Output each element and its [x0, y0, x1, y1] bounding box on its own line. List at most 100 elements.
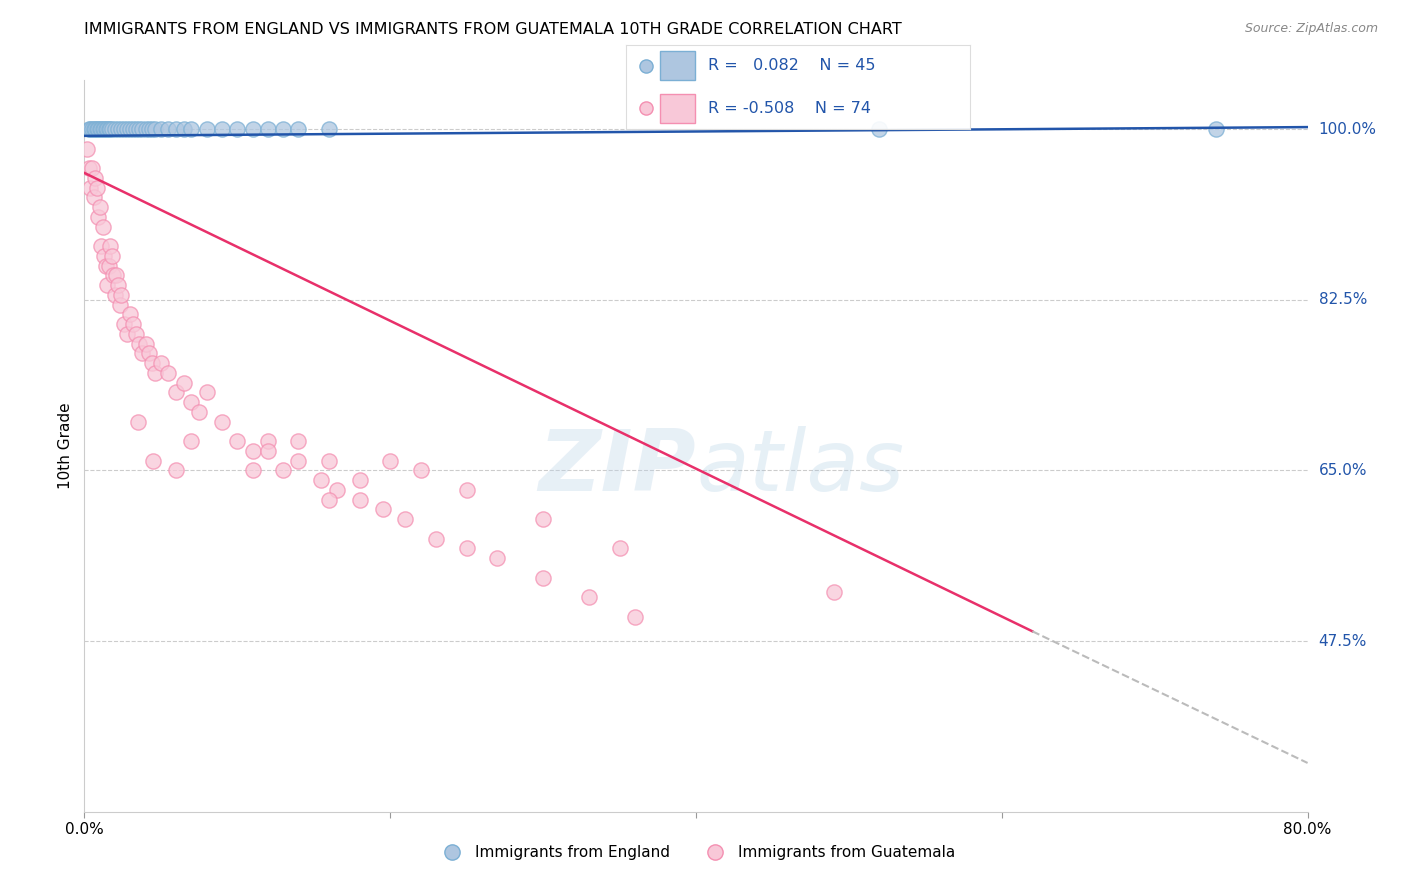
Legend: Immigrants from England, Immigrants from Guatemala: Immigrants from England, Immigrants from… — [430, 839, 962, 866]
Point — [165, 385, 187, 400]
Point — [120, 307, 142, 321]
Point — [195, 385, 218, 400]
Text: ZIP: ZIP — [538, 426, 696, 509]
Point — [138, 122, 160, 136]
Point — [531, 512, 554, 526]
Point — [823, 585, 845, 599]
Text: atlas: atlas — [696, 426, 904, 509]
Point — [87, 122, 110, 136]
Point — [869, 122, 891, 136]
Point — [84, 122, 107, 136]
Point — [242, 122, 264, 136]
Point — [271, 122, 294, 136]
Point — [105, 268, 128, 283]
Point — [110, 288, 132, 302]
Point — [128, 122, 150, 136]
Point — [349, 492, 371, 507]
Point — [101, 249, 124, 263]
Point — [84, 170, 107, 185]
Point — [104, 288, 127, 302]
Point — [115, 326, 138, 341]
Point — [211, 122, 233, 136]
Point — [311, 473, 333, 487]
Point — [149, 356, 172, 370]
Point — [271, 463, 294, 477]
Point — [257, 443, 280, 458]
Point — [97, 122, 120, 136]
Point — [93, 122, 115, 136]
Point — [180, 395, 202, 409]
Point — [131, 346, 153, 360]
Point — [79, 180, 101, 194]
Point — [142, 453, 165, 467]
Point — [122, 317, 145, 331]
Point — [287, 122, 309, 136]
Point — [86, 122, 108, 136]
Point — [90, 122, 112, 136]
Point — [226, 122, 249, 136]
Point — [83, 122, 105, 136]
Point — [77, 161, 100, 175]
Point — [98, 239, 121, 253]
Point — [101, 122, 124, 136]
Point — [371, 502, 394, 516]
Point — [165, 463, 187, 477]
FancyBboxPatch shape — [661, 52, 695, 80]
Point — [624, 609, 647, 624]
Point — [80, 161, 103, 175]
Point — [195, 122, 218, 136]
Point — [318, 453, 340, 467]
Point — [107, 122, 129, 136]
Point — [80, 122, 103, 136]
Point — [180, 434, 202, 449]
Point — [425, 532, 447, 546]
Point — [97, 259, 120, 273]
Point — [149, 122, 172, 136]
Point — [157, 122, 180, 136]
Point — [409, 463, 432, 477]
FancyBboxPatch shape — [661, 94, 695, 122]
Point — [91, 122, 114, 136]
Point — [135, 336, 157, 351]
Point — [112, 317, 135, 331]
Point — [94, 122, 117, 136]
Point — [180, 122, 202, 136]
Point — [93, 249, 115, 263]
Point — [127, 415, 149, 429]
Point — [122, 122, 145, 136]
Point — [242, 463, 264, 477]
Point — [135, 122, 157, 136]
Text: 100.0%: 100.0% — [1319, 121, 1376, 136]
Point — [531, 571, 554, 585]
Point — [125, 122, 148, 136]
Point — [318, 492, 340, 507]
Point — [141, 356, 163, 370]
Point — [115, 122, 138, 136]
Point — [96, 122, 118, 136]
Point — [1205, 122, 1227, 136]
Point — [112, 122, 135, 136]
Text: R =   0.082    N = 45: R = 0.082 N = 45 — [709, 58, 876, 73]
Point — [107, 278, 129, 293]
Text: Source: ZipAtlas.com: Source: ZipAtlas.com — [1244, 22, 1378, 36]
Point — [138, 346, 160, 360]
Point — [98, 122, 121, 136]
Point — [86, 180, 108, 194]
Text: R = -0.508    N = 74: R = -0.508 N = 74 — [709, 101, 872, 116]
Point — [380, 453, 402, 467]
Point — [257, 434, 280, 449]
Point — [110, 122, 132, 136]
Point — [96, 278, 118, 293]
Point — [456, 541, 478, 556]
Point — [90, 239, 112, 253]
Point — [104, 122, 127, 136]
Point — [87, 210, 110, 224]
Point — [325, 483, 347, 497]
Text: 47.5%: 47.5% — [1319, 633, 1367, 648]
Point — [287, 453, 309, 467]
Point — [79, 122, 101, 136]
Point — [287, 434, 309, 449]
Point — [128, 336, 150, 351]
Point — [226, 434, 249, 449]
Point — [211, 415, 233, 429]
